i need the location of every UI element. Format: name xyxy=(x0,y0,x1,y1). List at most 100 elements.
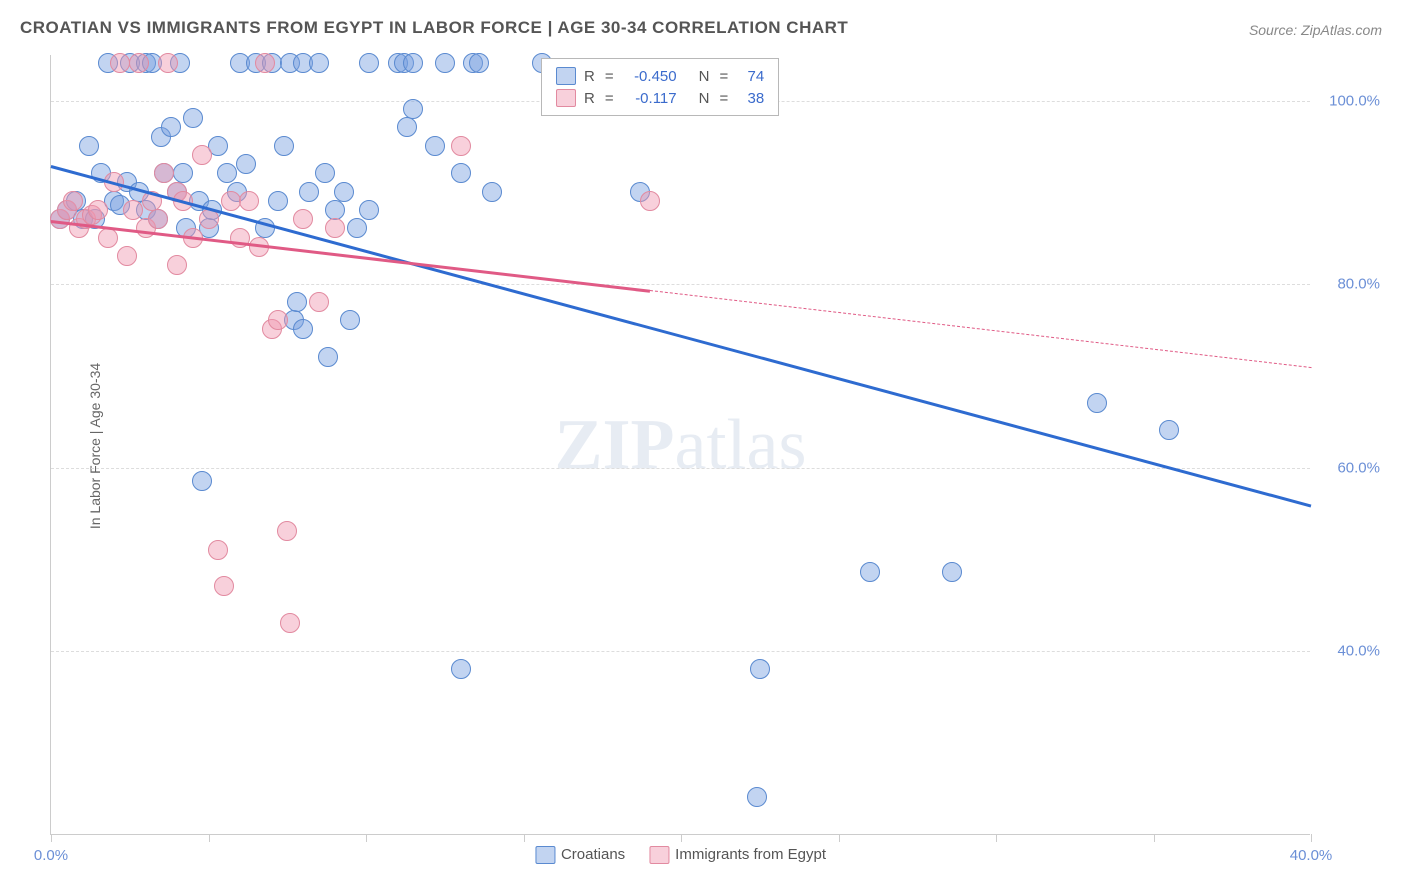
x-tick xyxy=(1311,834,1312,842)
scatter-point xyxy=(1159,420,1179,440)
scatter-point xyxy=(403,99,423,119)
legend-label-n: N xyxy=(699,90,710,107)
scatter-point xyxy=(309,292,329,312)
x-tick xyxy=(366,834,367,842)
scatter-point xyxy=(482,182,502,202)
scatter-point xyxy=(451,659,471,679)
legend-value-n: 74 xyxy=(736,68,764,85)
scatter-point xyxy=(192,145,212,165)
scatter-point xyxy=(268,310,288,330)
watermark-zip: ZIP xyxy=(555,404,675,484)
trendline-extrapolated xyxy=(649,290,1311,368)
source-attribution: Source: ZipAtlas.com xyxy=(1249,22,1382,38)
scatter-point xyxy=(255,53,275,73)
legend-value-r: -0.117 xyxy=(622,90,677,107)
scatter-point xyxy=(183,108,203,128)
legend-row: R=-0.117N=38 xyxy=(556,87,764,109)
scatter-point xyxy=(469,53,489,73)
correlation-legend: R=-0.450N=74R=-0.117N=38 xyxy=(541,58,779,116)
scatter-point xyxy=(217,163,237,183)
legend-item: Immigrants from Egypt xyxy=(649,846,826,864)
x-tick-label: 0.0% xyxy=(34,847,68,864)
trendline xyxy=(51,165,1312,507)
scatter-point xyxy=(167,255,187,275)
scatter-point xyxy=(334,182,354,202)
scatter-point xyxy=(280,613,300,633)
legend-row: R=-0.450N=74 xyxy=(556,65,764,87)
scatter-point xyxy=(239,191,259,211)
scatter-point xyxy=(274,136,294,156)
legend-swatch xyxy=(535,846,555,864)
scatter-point xyxy=(860,562,880,582)
scatter-point xyxy=(359,200,379,220)
gridline xyxy=(51,468,1310,469)
scatter-point xyxy=(293,209,313,229)
scatter-point xyxy=(403,53,423,73)
scatter-point xyxy=(347,218,367,238)
series-name: Immigrants from Egypt xyxy=(675,846,826,863)
scatter-point xyxy=(158,53,178,73)
scatter-point xyxy=(315,163,335,183)
legend-swatch xyxy=(556,67,576,85)
scatter-point xyxy=(173,163,193,183)
y-tick-label: 60.0% xyxy=(1337,459,1380,476)
scatter-point xyxy=(277,521,297,541)
legend-value-n: 38 xyxy=(736,90,764,107)
scatter-point xyxy=(161,117,181,137)
x-tick xyxy=(51,834,52,842)
legend-label-n: N xyxy=(699,68,710,85)
scatter-point xyxy=(110,53,130,73)
scatter-point xyxy=(397,117,417,137)
scatter-point xyxy=(299,182,319,202)
scatter-point xyxy=(435,53,455,73)
scatter-point xyxy=(236,154,256,174)
legend-equals: = xyxy=(719,68,728,85)
chart-title: CROATIAN VS IMMIGRANTS FROM EGYPT IN LAB… xyxy=(20,18,848,38)
chart-plot-area: ZIPatlas R=-0.450N=74R=-0.117N=38 Croati… xyxy=(50,55,1310,835)
scatter-point xyxy=(117,246,137,266)
legend-equals: = xyxy=(605,90,614,107)
scatter-point xyxy=(129,53,149,73)
scatter-point xyxy=(88,200,108,220)
scatter-point xyxy=(325,218,345,238)
gridline xyxy=(51,651,1310,652)
scatter-point xyxy=(287,292,307,312)
scatter-point xyxy=(309,53,329,73)
scatter-point xyxy=(208,540,228,560)
scatter-point xyxy=(942,562,962,582)
legend-item: Croatians xyxy=(535,846,625,864)
scatter-point xyxy=(98,228,118,248)
scatter-point xyxy=(325,200,345,220)
watermark-atlas: atlas xyxy=(675,404,807,484)
y-tick-label: 80.0% xyxy=(1337,276,1380,293)
x-tick xyxy=(524,834,525,842)
x-tick xyxy=(839,834,840,842)
scatter-point xyxy=(451,136,471,156)
series-name: Croatians xyxy=(561,846,625,863)
scatter-point xyxy=(79,136,99,156)
scatter-point xyxy=(214,576,234,596)
x-tick xyxy=(996,834,997,842)
legend-swatch xyxy=(649,846,669,864)
scatter-point xyxy=(425,136,445,156)
scatter-point xyxy=(63,191,83,211)
scatter-point xyxy=(192,471,212,491)
scatter-point xyxy=(123,200,143,220)
legend-equals: = xyxy=(605,68,614,85)
scatter-point xyxy=(750,659,770,679)
x-tick-label: 40.0% xyxy=(1290,847,1333,864)
scatter-point xyxy=(747,787,767,807)
x-tick xyxy=(681,834,682,842)
scatter-point xyxy=(221,191,241,211)
scatter-point xyxy=(154,163,174,183)
scatter-point xyxy=(340,310,360,330)
legend-equals: = xyxy=(719,90,728,107)
scatter-point xyxy=(199,209,219,229)
scatter-point xyxy=(359,53,379,73)
x-tick xyxy=(1154,834,1155,842)
y-tick-label: 40.0% xyxy=(1337,643,1380,660)
scatter-point xyxy=(640,191,660,211)
scatter-point xyxy=(318,347,338,367)
scatter-point xyxy=(268,191,288,211)
gridline xyxy=(51,284,1310,285)
